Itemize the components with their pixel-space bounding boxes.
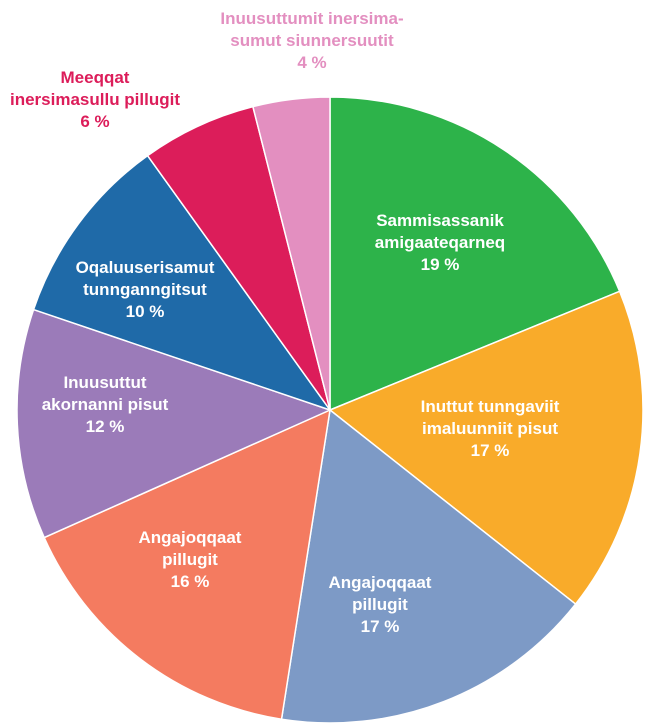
- slice-label: Meeqqat inersimasullu pillugit: [10, 68, 180, 109]
- label-line: Oqaluuserisamut: [76, 258, 215, 277]
- label-line: Meeqqat: [61, 68, 130, 87]
- label-line: Inuusuttut: [63, 373, 146, 392]
- pie-slice: [329, 96, 621, 412]
- slice-value-label: 4 %: [297, 53, 326, 72]
- label-line: tunnganngitsut: [83, 280, 207, 299]
- slice-value-label: 17 %: [361, 617, 400, 636]
- pie-slice: [16, 308, 333, 539]
- label-line: pillugit: [162, 550, 218, 569]
- slice-value-label: 16 %: [171, 572, 210, 591]
- label-line: inersimasullu pillugit: [10, 90, 180, 109]
- slice-label: Inuusuttut akornanni pisut: [42, 373, 169, 414]
- pie-slice: [43, 408, 331, 721]
- slice-label: Angajoqqaat pillugit: [139, 528, 242, 569]
- slice-value-label: 6 %: [80, 112, 109, 131]
- label-line: Inuusuttumit inersima-: [220, 9, 403, 28]
- pie-slice: [328, 290, 644, 606]
- label-line: Angajoqqaat: [329, 573, 432, 592]
- slice-label: Oqaluuserisamut tunnganngitsut: [76, 258, 215, 299]
- label-line: amigaateqarneq: [375, 233, 505, 252]
- slice-value-label: 10 %: [126, 302, 165, 321]
- label-line: Sammisassanik: [376, 211, 504, 230]
- slice-value-label: 12 %: [86, 417, 125, 436]
- label-line: sumut siunnersuutit: [230, 31, 394, 50]
- slice-label: Inuusuttumit inersima-sumut siunnersuuti…: [220, 9, 403, 50]
- label-line: Angajoqqaat: [139, 528, 242, 547]
- slice-label: Angajoqqaat pillugit: [329, 573, 432, 614]
- label-line: pillugit: [352, 595, 408, 614]
- label-line: imaluunniit pisut: [422, 419, 558, 438]
- slice-label: Inuttut tunngaviit imaluunniit pisut: [421, 397, 560, 438]
- slice-value-label: 17 %: [471, 441, 510, 460]
- slice-value-label: 19 %: [421, 255, 460, 274]
- label-line: akornanni pisut: [42, 395, 169, 414]
- slice-label: Sammisassanik amigaateqarneq: [375, 211, 505, 252]
- label-line: Inuttut tunngaviit: [421, 397, 560, 416]
- pie-slice: [252, 96, 331, 411]
- pie-slice: [32, 154, 332, 412]
